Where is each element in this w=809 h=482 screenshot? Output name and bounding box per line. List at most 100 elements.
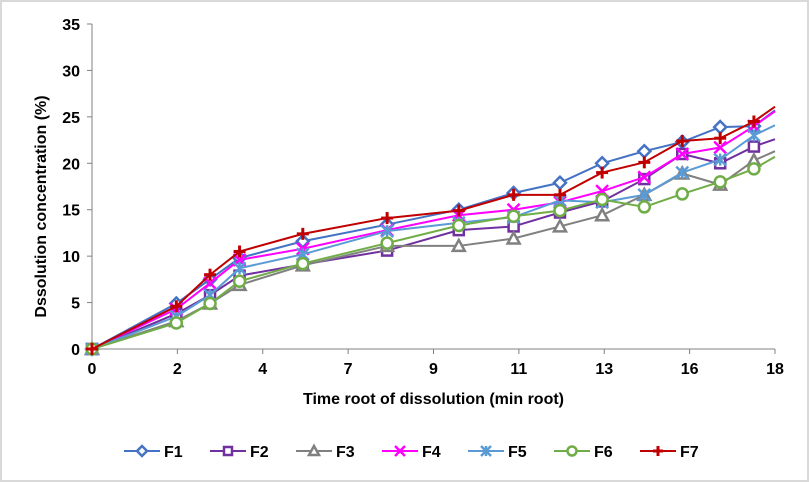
data-point: [638, 156, 651, 169]
marker-shape: [712, 119, 728, 135]
data-point: [637, 187, 652, 202]
data-point: [713, 152, 728, 167]
marker-shape: [551, 217, 569, 233]
legend-marker: [394, 445, 406, 457]
y-tick-label: 20: [62, 156, 80, 173]
y-tick-label: 25: [62, 110, 80, 127]
legend-marker: [222, 445, 234, 457]
series-line: [91, 155, 776, 350]
data-point: [232, 261, 247, 276]
marker-shape: [713, 140, 728, 155]
data-point: [232, 274, 247, 288]
series-f3: [83, 150, 776, 356]
legend-label: F1: [164, 444, 183, 461]
y-tick-label: 35: [62, 17, 80, 34]
data-point: [296, 256, 310, 271]
data-point: [452, 204, 465, 217]
data-point: [675, 187, 689, 201]
legend-item-f5: F5: [468, 444, 527, 461]
data-point: [747, 128, 761, 143]
marker-shape: [675, 187, 689, 201]
legend-item-f1: F1: [124, 444, 183, 461]
data-point: [380, 236, 394, 250]
x-tick-label: 7: [344, 361, 353, 378]
legend-item-f4: F4: [382, 444, 441, 461]
legend-marker: [135, 444, 149, 458]
data-point: [594, 206, 611, 222]
marker-shape: [380, 236, 394, 250]
x-tick-label: 4: [258, 361, 267, 378]
marker-shape: [637, 200, 652, 214]
data-point: [552, 175, 568, 191]
x-tick-label: 9: [429, 361, 438, 378]
series-line: [91, 138, 776, 350]
data-point: [712, 119, 728, 135]
axes: [91, 24, 775, 350]
legend-marker: [566, 445, 578, 457]
data-point: [233, 245, 246, 258]
series-f7: [86, 105, 776, 355]
data-point: [637, 200, 652, 214]
marker-shape: [203, 276, 217, 290]
series-line: [91, 150, 776, 350]
data-point: [170, 300, 183, 313]
marker-shape: [595, 192, 609, 207]
legend-item-f3: F3: [296, 443, 355, 461]
data-point: [203, 296, 217, 311]
marker-shape: [394, 445, 406, 457]
marker-shape: [553, 203, 567, 218]
data-point: [452, 218, 466, 233]
data-point: [747, 162, 761, 176]
data-point: [169, 316, 184, 330]
y-tick-label: 10: [62, 249, 80, 266]
legend-label: F7: [680, 444, 699, 461]
data-point: [713, 175, 727, 189]
series-layer: [83, 105, 776, 357]
marker-shape: [505, 229, 522, 245]
y-tick-label: 0: [71, 342, 80, 359]
data-point: [507, 188, 520, 201]
legend-label: F4: [422, 444, 441, 461]
marker-shape: [637, 170, 652, 185]
data-point: [636, 143, 653, 159]
data-point: [381, 212, 394, 225]
data-point: [747, 140, 761, 153]
data-point: [450, 237, 467, 253]
data-point: [380, 224, 395, 238]
x-tick-label: 11: [510, 361, 527, 378]
marker-shape: [713, 175, 727, 189]
legend-marker: [306, 443, 322, 457]
x-tick-label: 2: [173, 361, 182, 378]
y-tick-label: 5: [71, 296, 80, 313]
marker-shape: [135, 444, 149, 458]
legend-label: F6: [594, 444, 613, 461]
data-point: [595, 192, 609, 207]
marker-shape: [566, 445, 578, 457]
legend-item-f2: F2: [210, 444, 269, 461]
legend-item-f7: F7: [640, 444, 699, 461]
data-point: [551, 217, 569, 233]
marker-shape: [296, 256, 310, 271]
marker-shape: [636, 143, 653, 159]
legend-label: F3: [336, 444, 355, 461]
data-point: [596, 166, 609, 179]
data-point: [553, 203, 567, 218]
data-point: [637, 170, 652, 185]
legend-label: F2: [250, 444, 269, 461]
marker-shape: [203, 296, 217, 311]
legend: F1 F2 F3 F4 F5 F6 F7: [124, 443, 699, 461]
data-point: [505, 229, 522, 245]
marker-shape: [452, 218, 466, 233]
data-point: [675, 165, 690, 180]
marker-shape: [232, 274, 247, 288]
y-axis-title: Dssolution concentration (%): [33, 95, 50, 317]
marker-shape: [594, 206, 611, 222]
y-tick-label: 30: [62, 63, 80, 80]
x-tick-label: 18: [766, 361, 784, 378]
legend-item-f6: F6: [554, 444, 613, 461]
marker-shape: [675, 147, 690, 161]
series-f6: [85, 155, 776, 356]
